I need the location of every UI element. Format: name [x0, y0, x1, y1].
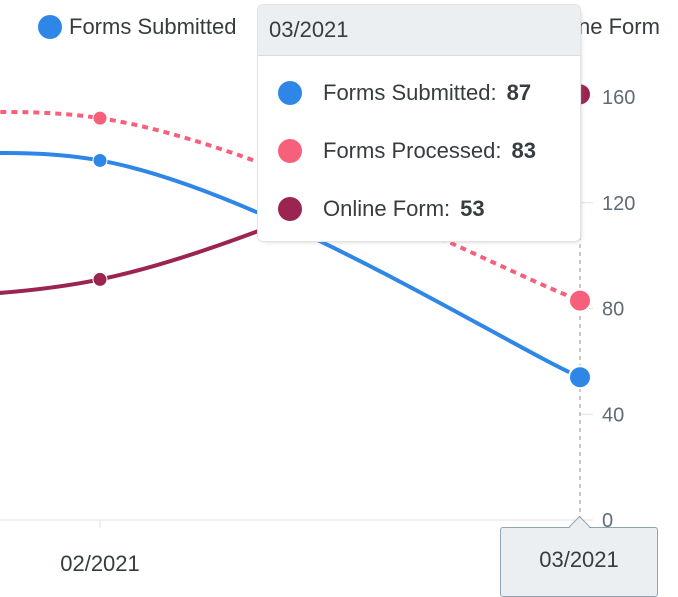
legend-label: Forms Submitted: [69, 14, 237, 39]
legend-item-online-form[interactable]: ne Form: [578, 14, 660, 40]
data-point-forms-processed: [92, 110, 108, 126]
series-marker-icon: [278, 197, 302, 221]
legend-label: ne Form: [578, 14, 660, 39]
y-axis-tick-label: 80: [602, 299, 624, 321]
data-point-forms-submitted: [92, 152, 108, 168]
tooltip-series-name: Forms Submitted:: [323, 80, 497, 105]
tooltip-row-forms-submitted: Forms Submitted: 87: [278, 80, 531, 106]
y-axis-tick-label: 120: [602, 193, 635, 215]
data-point-forms-submitted: [568, 365, 592, 390]
x-axis-tick-label: 02/2021: [60, 551, 140, 576]
hover-tooltip: 03/2021 Forms Submitted: 87 Forms Proces…: [257, 4, 581, 242]
series-marker-icon: [278, 139, 302, 163]
y-axis-tick-label: 0: [602, 510, 613, 532]
data-point-forms-processed: [568, 288, 592, 313]
legend-marker-icon: [38, 15, 62, 39]
tooltip-series-value: 53: [460, 196, 485, 221]
tooltip-title: 03/2021: [258, 5, 580, 56]
tooltip-series-name: Online Form:: [323, 196, 451, 221]
y-axis-tick-label: 160: [602, 87, 635, 109]
tooltip-row-forms-processed: Forms Processed: 83: [278, 138, 536, 164]
y-axis-tick-label: 40: [602, 404, 624, 426]
data-point-online-form: [92, 271, 108, 287]
tooltip-series-value: 87: [506, 80, 532, 105]
tooltip-row-online-form: Online Form: 53: [278, 196, 485, 222]
tooltip-series-value: 83: [511, 138, 536, 163]
legend-item-forms-submitted[interactable]: Forms Submitted: [38, 14, 237, 40]
tooltip-series-name: Forms Processed:: [323, 138, 502, 163]
x-axis-tooltip: 03/2021: [500, 527, 658, 597]
series-marker-icon: [278, 81, 302, 105]
